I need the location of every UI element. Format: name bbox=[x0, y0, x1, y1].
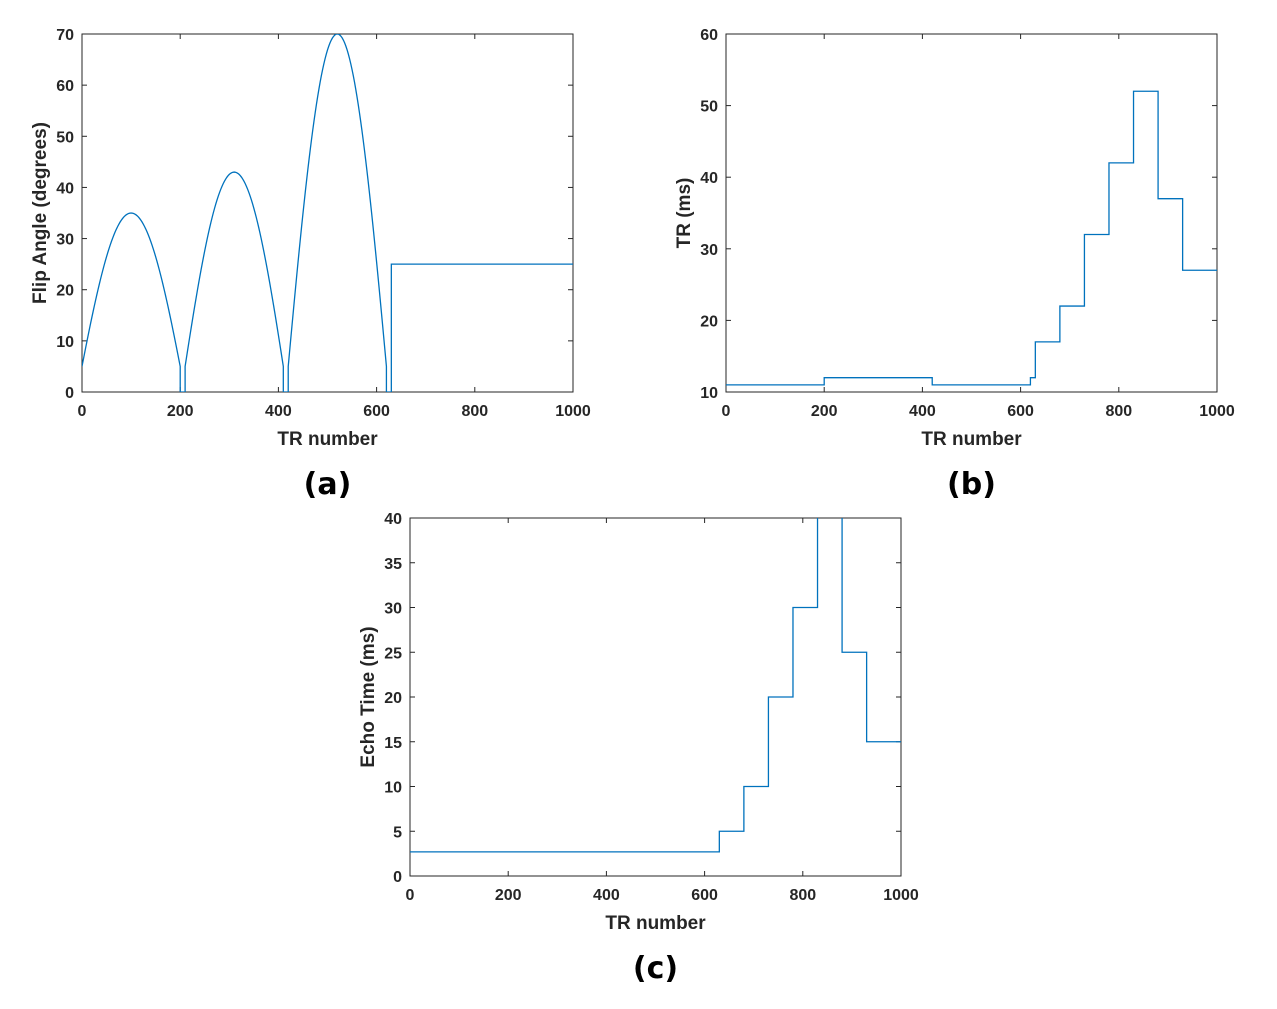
chart-a-x-tick-label: 400 bbox=[265, 403, 292, 420]
chart-a-plot-area bbox=[81, 33, 574, 393]
chart-a-x-tick-label: 0 bbox=[78, 403, 87, 420]
chart-c-series-line bbox=[410, 518, 901, 853]
chart-panel-c: 0 200 400 600 800 1000 0 5 10 15 20 25 30 35 40 TR numb… bbox=[358, 511, 919, 986]
chart-b-y-tick-label: 50 bbox=[700, 99, 718, 116]
chart-b-x-tick-label: 1000 bbox=[1199, 403, 1235, 420]
chart-c-plot-area bbox=[409, 517, 902, 877]
chart-c-y-tick-label: 5 bbox=[393, 824, 402, 841]
chart-a-x-axis-label: TR number bbox=[277, 429, 378, 450]
chart-b-x-tick-label: 200 bbox=[811, 403, 838, 420]
chart-c-y-tick-label: 15 bbox=[384, 735, 402, 752]
chart-panel-a: 0 200 400 600 800 1000 0 10 20 30 40 50 60 70 TR numbe… bbox=[30, 27, 591, 502]
chart-c-y-axis-label: Echo Time (ms) bbox=[358, 626, 379, 767]
chart-c-x-tick-label: 400 bbox=[593, 887, 620, 904]
chart-a-series-line bbox=[82, 34, 573, 392]
chart-a-y-tick-label: 50 bbox=[56, 129, 74, 146]
chart-c-x-tick-label: 800 bbox=[789, 887, 816, 904]
chart-b-y-tick-label: 20 bbox=[700, 313, 718, 330]
chart-b-x-tick-label: 0 bbox=[722, 403, 731, 420]
chart-a-y-tick-label: 40 bbox=[56, 180, 74, 197]
chart-c-x-tick-label: 1000 bbox=[883, 887, 919, 904]
chart-c-x-tick-label: 200 bbox=[495, 887, 522, 904]
chart-b-panel-label: (b) bbox=[947, 467, 996, 502]
chart-b-y-axis-label: TR (ms) bbox=[674, 178, 695, 249]
chart-a-y-tick-label: 60 bbox=[56, 78, 74, 95]
chart-a-x-tick-label: 800 bbox=[461, 403, 488, 420]
chart-a-x-tick-label: 200 bbox=[167, 403, 194, 420]
chart-c-y-tick-label: 20 bbox=[384, 690, 402, 707]
chart-a-y-axis-label: Flip Angle (degrees) bbox=[30, 122, 51, 304]
chart-a-y-tick-label: 0 bbox=[65, 385, 74, 402]
chart-c-x-tick-label: 0 bbox=[406, 887, 415, 904]
chart-b-x-tick-label: 800 bbox=[1105, 403, 1132, 420]
chart-a-y-tick-label: 10 bbox=[56, 334, 74, 351]
chart-b-x-tick-label: 600 bbox=[1007, 403, 1034, 420]
chart-b-y-tick-label: 30 bbox=[700, 242, 718, 259]
chart-a-y-tick-label: 20 bbox=[56, 283, 74, 300]
chart-c-y-tick-label: 0 bbox=[393, 869, 402, 886]
chart-b-x-tick-label: 400 bbox=[909, 403, 936, 420]
chart-a-x-tick-label: 1000 bbox=[555, 403, 591, 420]
chart-c-panel-label: (c) bbox=[633, 951, 678, 986]
chart-b-series-line bbox=[726, 90, 1217, 386]
chart-a-y-tick-label: 30 bbox=[56, 232, 74, 249]
chart-b-y-tick-label: 40 bbox=[700, 170, 718, 187]
chart-c-y-tick-label: 25 bbox=[384, 645, 402, 662]
chart-c-x-tick-label: 600 bbox=[691, 887, 718, 904]
chart-panel-b: 0 200 400 600 800 1000 10 20 30 40 50 60 TR number TR… bbox=[674, 27, 1235, 502]
chart-c-y-tick-label: 10 bbox=[384, 780, 402, 797]
chart-a-x-tick-label: 600 bbox=[363, 403, 390, 420]
chart-c-x-axis-label: TR number bbox=[605, 913, 706, 934]
chart-c-y-tick-label: 40 bbox=[384, 511, 402, 528]
chart-b-y-tick-label: 60 bbox=[700, 27, 718, 44]
chart-b-x-axis-label: TR number bbox=[921, 429, 1022, 450]
chart-b-plot-area bbox=[725, 33, 1218, 393]
chart-b-y-tick-label: 10 bbox=[700, 385, 718, 402]
chart-c-y-tick-label: 30 bbox=[384, 601, 402, 618]
chart-c-y-tick-label: 35 bbox=[384, 556, 402, 573]
chart-a-panel-label: (a) bbox=[304, 467, 352, 502]
chart-a-y-tick-label: 70 bbox=[56, 27, 74, 44]
